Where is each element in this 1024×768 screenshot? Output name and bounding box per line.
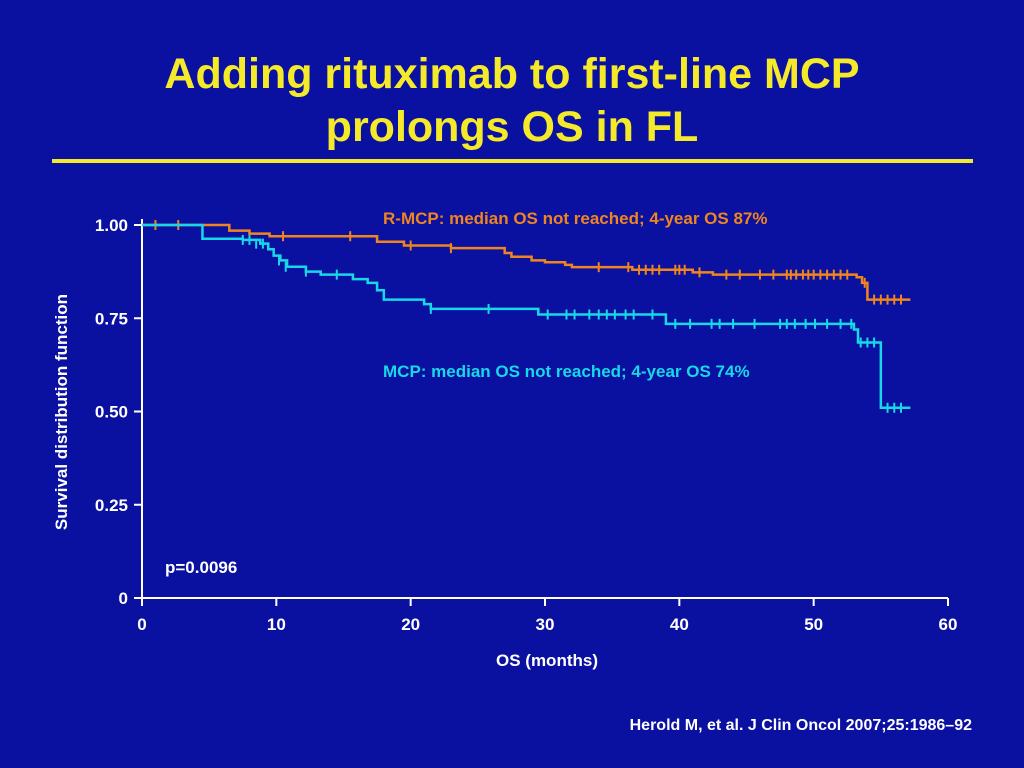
x-tick-label: 20 — [401, 615, 420, 634]
p-value-annotation: p=0.0096 — [165, 558, 237, 577]
x-axis-label: OS (months) — [496, 651, 598, 670]
x-tick-label: 10 — [267, 615, 286, 634]
y-tick-label: 0.25 — [95, 496, 128, 515]
y-axis-label: Survival distribution function — [52, 294, 71, 530]
r-mcp-survival-curve — [142, 223, 911, 301]
y-tick-label: 0 — [119, 589, 128, 608]
y-tick-label: 1.00 — [95, 216, 128, 235]
title-line-1: Adding rituximab to first-line MCP — [164, 50, 860, 98]
chart-curves — [142, 220, 911, 413]
mcp-series-label: MCP: median OS not reached; 4-year OS 74… — [383, 362, 750, 381]
x-tick-label: 0 — [137, 615, 146, 634]
x-tick-label: 30 — [536, 615, 555, 634]
x-tick-label: 50 — [804, 615, 823, 634]
y-tick-label: 0.75 — [95, 309, 128, 328]
citation: Herold M, et al. J Clin Oncol 2007;25:19… — [629, 717, 972, 734]
x-tick-label: 60 — [939, 615, 958, 634]
title-line-2: prolongs OS in FL — [325, 103, 699, 151]
mcp-survival-curve — [142, 223, 911, 410]
y-tick-label: 0.50 — [95, 403, 128, 422]
slide-title: Adding rituximab to first-line MCP prolo… — [0, 48, 1024, 154]
r-mcp-series-label: R-MCP: median OS not reached; 4-year OS … — [383, 209, 768, 228]
x-tick-label: 40 — [670, 615, 689, 634]
chart-axes: 0 10 20 30 40 50 60 0 0.25 0.50 0.75 1.00 — [95, 216, 958, 634]
title-divider — [52, 159, 973, 163]
